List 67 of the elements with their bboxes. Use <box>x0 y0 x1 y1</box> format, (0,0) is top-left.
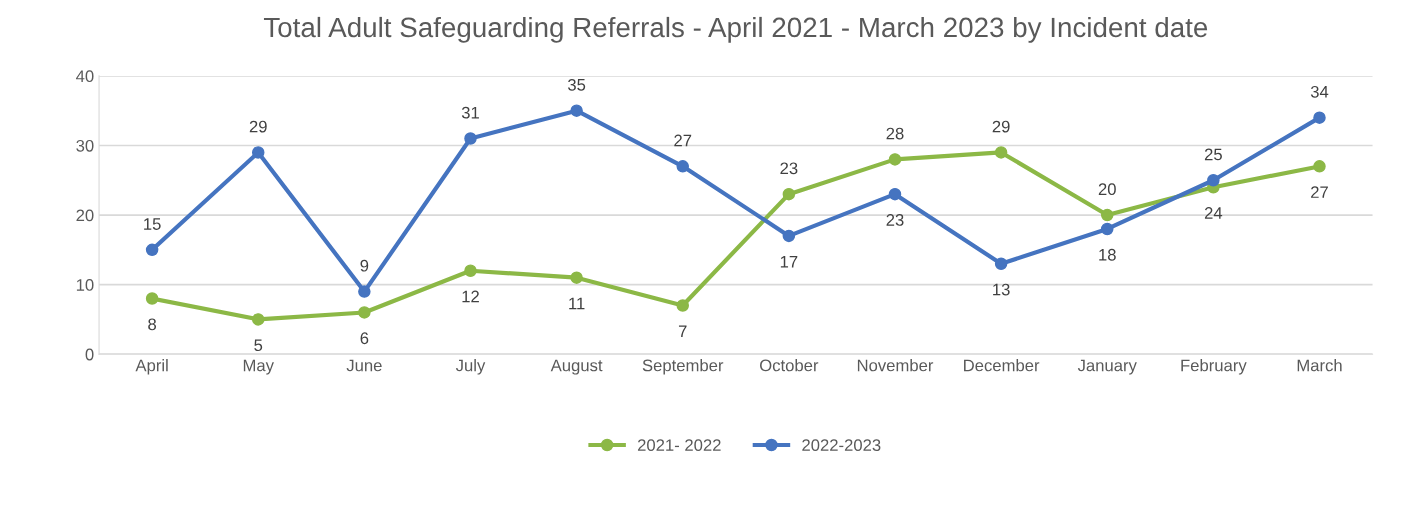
data-label: 25 <box>1204 148 1222 161</box>
point <box>251 146 265 159</box>
point <box>145 243 159 257</box>
data-label: 23 <box>780 162 798 175</box>
data-label: 18 <box>1099 248 1116 261</box>
point <box>464 132 477 145</box>
point <box>251 313 265 326</box>
point <box>464 264 477 277</box>
data-label: 7 <box>678 325 687 338</box>
legend-label: 2022-2023 <box>802 439 881 452</box>
data-label: 13 <box>993 283 1010 296</box>
point <box>994 146 1008 159</box>
point <box>145 292 159 305</box>
point <box>888 187 902 201</box>
legend-label: 2021- 2022 <box>637 439 721 452</box>
data-label: 9 <box>360 259 369 272</box>
x-tick-label: March <box>1297 359 1342 372</box>
data-label: 34 <box>1310 85 1329 98</box>
data-label: 28 <box>886 127 904 140</box>
x-tick-label: August <box>550 359 603 375</box>
point <box>994 257 1008 271</box>
y-tick-label: 30 <box>76 139 94 152</box>
data-label: 29 <box>992 120 1010 133</box>
point <box>358 306 371 319</box>
data-label: 24 <box>1204 207 1223 219</box>
x-tick-label: June <box>346 359 382 372</box>
point <box>1100 222 1114 236</box>
point <box>1313 111 1326 124</box>
data-label: 29 <box>249 120 267 133</box>
x-tick-label: September <box>642 359 724 375</box>
point <box>888 153 902 166</box>
y-tick-label: 20 <box>76 209 94 222</box>
data-label: 20 <box>1098 183 1116 196</box>
point <box>1313 160 1326 173</box>
data-label: 23 <box>886 214 904 226</box>
point <box>676 160 689 173</box>
x-tick-label: July <box>455 359 486 375</box>
data-label: 27 <box>674 134 692 147</box>
x-tick-label: January <box>1077 359 1137 375</box>
point <box>782 229 796 243</box>
point <box>570 104 583 117</box>
data-label: 15 <box>144 218 161 230</box>
data-label: 31 <box>461 106 479 119</box>
chart-title: Total Adult Safeguarding Referrals - April 2021 - March 2023 by Incident date <box>263 16 1208 43</box>
x-tick-label: October <box>760 359 819 372</box>
data-label: 12 <box>462 290 479 303</box>
x-tick-label: May <box>243 359 274 375</box>
data-label: 35 <box>567 78 586 91</box>
point <box>358 285 371 298</box>
point <box>1100 208 1114 222</box>
data-label: 27 <box>1311 186 1328 198</box>
x-tick-label: December <box>964 359 1040 372</box>
point <box>570 271 583 284</box>
y-tick-label: 0 <box>85 348 94 361</box>
data-label: 17 <box>780 255 798 268</box>
y-tick-label: 40 <box>76 70 94 83</box>
x-tick-label: November <box>857 359 934 372</box>
data-label: 8 <box>148 318 157 331</box>
x-tick-label: February <box>1181 359 1247 375</box>
y-tick-label: 10 <box>76 279 94 291</box>
x-tick-label: April <box>135 359 168 375</box>
data-label: 11 <box>569 297 585 310</box>
point <box>676 299 689 312</box>
data-label: 5 <box>254 339 263 352</box>
data-label: 6 <box>360 332 369 345</box>
point <box>1207 174 1220 187</box>
point <box>782 187 796 201</box>
